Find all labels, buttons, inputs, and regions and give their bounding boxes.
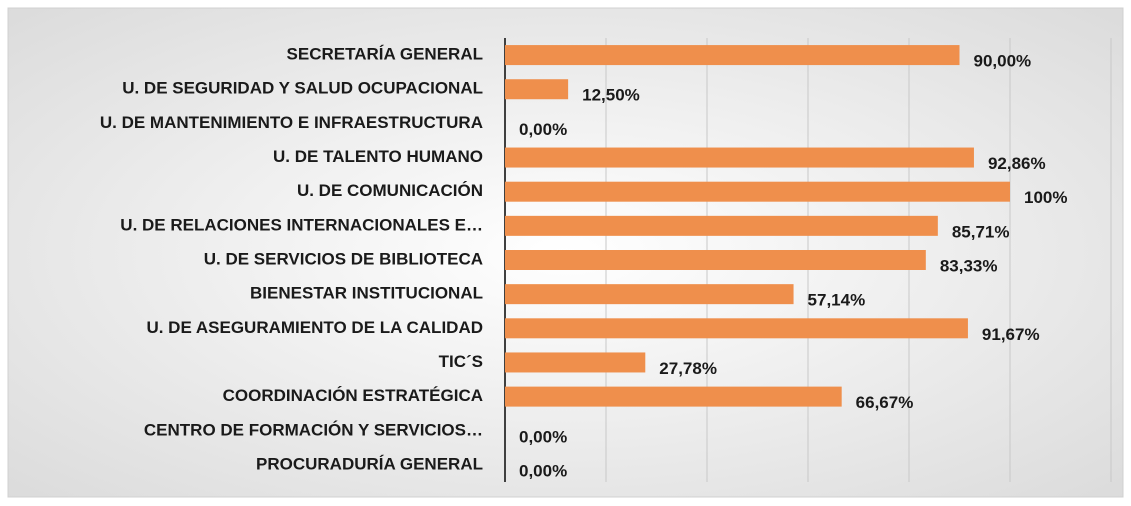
data-label: 100% (1024, 188, 1067, 207)
y-tick-label: U. DE SERVICIOS DE BIBLIOTECA (204, 249, 483, 268)
data-label: 0,00% (519, 120, 567, 139)
data-label: 0,00% (519, 427, 567, 446)
bar (505, 147, 974, 168)
data-label: 91,67% (982, 325, 1040, 344)
y-tick-label: COORDINACIÓN ESTRATÉGICA (223, 386, 483, 405)
bar (505, 352, 646, 373)
data-label: 57,14% (808, 291, 866, 310)
data-label: 90,00% (974, 52, 1032, 71)
data-label: 83,33% (940, 256, 998, 275)
bar (505, 181, 1010, 202)
data-label: 12,50% (582, 86, 640, 105)
y-tick-label: U. DE SEGURIDAD Y SALUD OCUPACIONAL (122, 79, 483, 98)
bar (505, 215, 938, 236)
y-tick-label: CENTRO DE FORMACIÓN Y SERVICIOS… (144, 420, 483, 439)
bar (505, 45, 960, 66)
y-tick-label: BIENESTAR INSTITUCIONAL (250, 284, 483, 303)
bar (505, 284, 794, 305)
y-tick-label: U. DE ASEGURAMIENTO DE LA CALIDAD (146, 318, 483, 337)
bar (505, 79, 569, 100)
y-tick-label: U. DE TALENTO HUMANO (273, 147, 483, 166)
bar (505, 250, 926, 270)
data-label: 0,00% (519, 461, 567, 480)
data-label: 66,67% (856, 393, 914, 412)
data-label: 85,71% (952, 222, 1010, 241)
bar (505, 386, 842, 407)
y-tick-label: TIC´S (439, 352, 483, 371)
data-label: 92,86% (988, 154, 1046, 173)
bar (505, 318, 968, 339)
y-tick-label: U. DE MANTENIMIENTO E INFRAESTRUCTURA (100, 113, 483, 132)
y-tick-label: U. DE RELACIONES INTERNACIONALES E… (120, 215, 483, 234)
y-tick-label: U. DE COMUNICACIÓN (297, 181, 483, 200)
data-label: 27,78% (659, 359, 717, 378)
y-tick-label: PROCURADURÍA GENERAL (256, 454, 483, 473)
y-tick-label: SECRETARÍA GENERAL (287, 45, 483, 64)
